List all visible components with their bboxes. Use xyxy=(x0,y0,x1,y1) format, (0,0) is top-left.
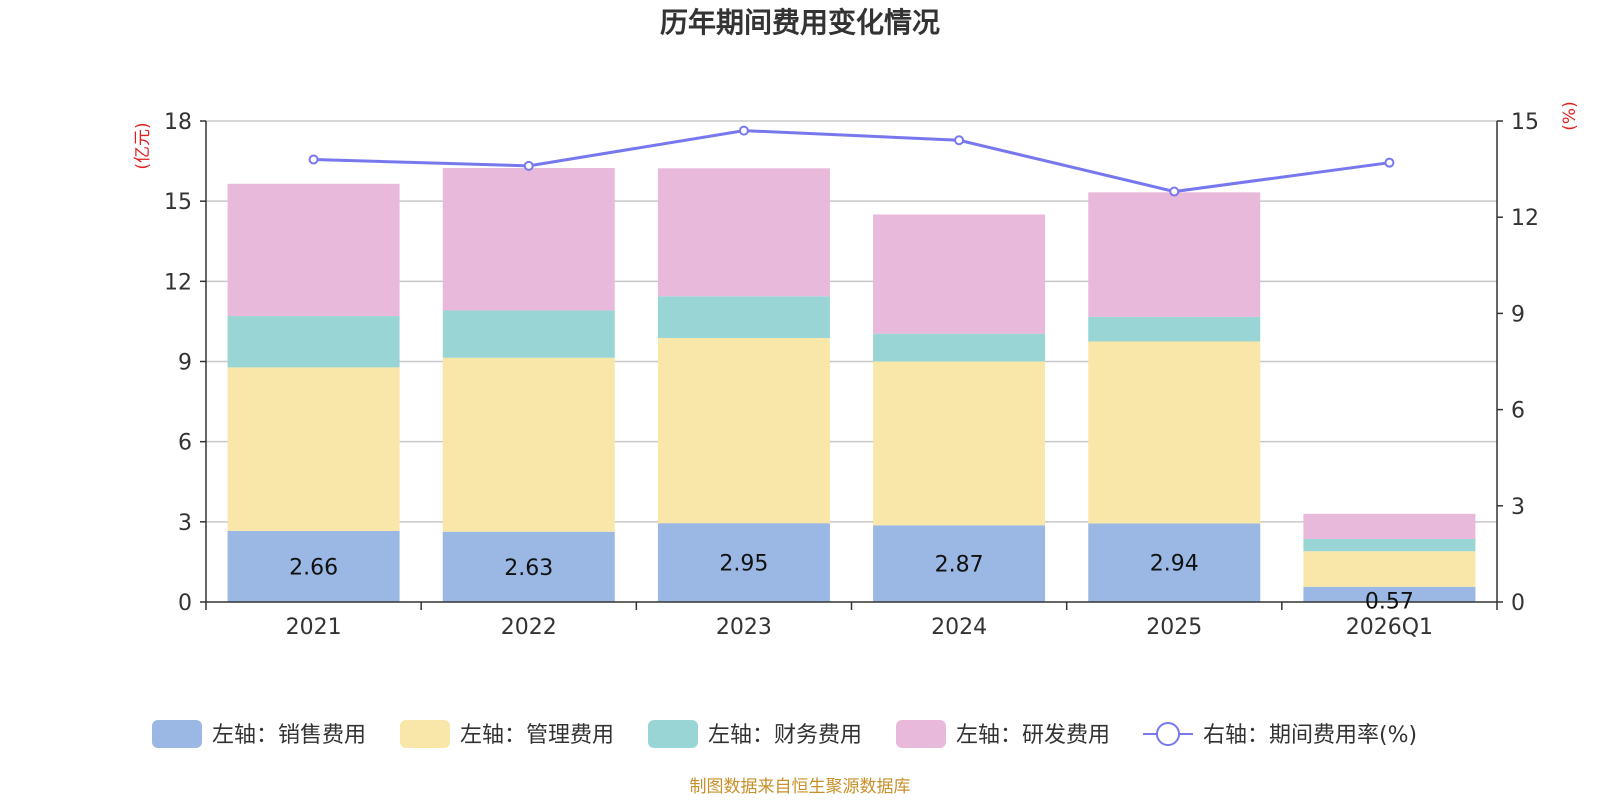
bar-segment xyxy=(227,316,400,368)
left-axis-tick-label: 12 xyxy=(164,270,192,295)
right-axis-unit: (%) xyxy=(1560,101,1580,130)
rate-line-point xyxy=(1384,157,1395,168)
bar-segment xyxy=(657,337,830,524)
data-source-note: 制图数据来自恒生聚源数据库 xyxy=(690,777,911,797)
bar-segment xyxy=(657,168,830,297)
legend-label: 左轴：销售费用 xyxy=(212,723,366,748)
legend: 左轴：销售费用 左轴：管理费用 左轴：财务费用 左轴：研发费用 右轴：期间费用率(%) xyxy=(152,720,1417,748)
bar-segment xyxy=(442,357,615,532)
bar-segment xyxy=(657,296,830,338)
bar-data-label: 2.66 xyxy=(289,555,338,580)
bar-data-label: 2.95 xyxy=(719,552,768,577)
rate-line-point xyxy=(954,135,965,146)
x-axis-tick-label: 2023 xyxy=(716,615,772,640)
right-axis-tick-label: 9 xyxy=(1511,302,1525,327)
bar-data-label: 0.57 xyxy=(1365,589,1414,614)
bar-segment xyxy=(873,214,1046,334)
bar-segment xyxy=(873,333,1046,362)
rate-line xyxy=(308,125,1395,197)
left-axis-tick-label: 6 xyxy=(178,431,192,456)
gridlines xyxy=(206,120,1497,523)
legend-circle-marker xyxy=(1156,722,1180,746)
bar-segment xyxy=(1088,523,1261,602)
bar-segment xyxy=(227,367,400,531)
legend-label: 右轴：期间费用率(%) xyxy=(1203,723,1417,748)
left-axis-unit: (亿元) xyxy=(133,122,153,169)
bar-segment xyxy=(657,523,830,602)
bar-segment xyxy=(1088,192,1261,317)
bar-segment xyxy=(1088,316,1261,342)
bar-data-label: 2.63 xyxy=(504,556,553,581)
legend-label: 左轴：财务费用 xyxy=(708,723,862,748)
bar-segment xyxy=(442,310,615,358)
bar-segment xyxy=(227,183,400,317)
right-axis-tick-label: 3 xyxy=(1511,495,1525,520)
bar-data-label: 2.87 xyxy=(935,553,984,578)
x-axis-tick-label: 2025 xyxy=(1146,615,1202,640)
x-axis-tick-label: 2024 xyxy=(931,615,987,640)
bar-segment xyxy=(442,168,615,311)
bar-segment xyxy=(1088,341,1261,524)
legend-label: 左轴：研发费用 xyxy=(956,723,1110,748)
left-axis-tick-label: 0 xyxy=(178,591,192,616)
left-axis-tick-label: 9 xyxy=(178,351,192,376)
bar-segment xyxy=(442,531,615,602)
rate-line-point xyxy=(523,160,534,171)
left-axis-tick-label: 3 xyxy=(178,511,192,536)
bar-segment xyxy=(873,361,1046,526)
bar-segment xyxy=(873,525,1046,602)
rate-line-point xyxy=(1169,186,1180,197)
rate-line-point xyxy=(738,125,749,136)
bar-data-label: 2.94 xyxy=(1150,552,1199,577)
x-axis-tick-label: 2026Q1 xyxy=(1346,615,1433,640)
bar-segment xyxy=(1303,586,1476,602)
chart-title: 历年期间费用变化情况 xyxy=(660,6,940,39)
legend-swatch xyxy=(896,720,946,748)
left-axis-tick-label: 15 xyxy=(164,190,192,215)
right-axis-tick-label: 12 xyxy=(1511,206,1539,231)
bar-segment xyxy=(227,530,400,602)
legend-swatch xyxy=(152,720,202,748)
data-labels: 2.66 2.63 2.95 2.87 2.94 0.57 xyxy=(289,552,1414,615)
legend-swatch xyxy=(400,720,450,748)
rate-line-point xyxy=(308,154,319,165)
axes: 0 3 6 9 12 15 18 0 3 6 9 12 15 2021 2022 2023 2024 2025 20… xyxy=(164,110,1539,640)
right-axis-tick-label: 15 xyxy=(1511,110,1539,135)
bar-segment xyxy=(1303,551,1476,587)
bar-segment xyxy=(1303,538,1476,552)
right-axis-tick-label: 6 xyxy=(1511,399,1525,424)
rate-line-path xyxy=(313,129,1390,194)
bar-segment xyxy=(1303,513,1476,539)
legend-label: 左轴：管理费用 xyxy=(460,723,614,748)
bars xyxy=(227,168,1476,602)
x-axis-tick-label: 2022 xyxy=(501,615,557,640)
left-axis-tick-label: 18 xyxy=(164,110,192,135)
right-axis-tick-label: 0 xyxy=(1511,591,1525,616)
legend-swatch xyxy=(648,720,698,748)
x-axis-tick-label: 2021 xyxy=(286,615,342,640)
